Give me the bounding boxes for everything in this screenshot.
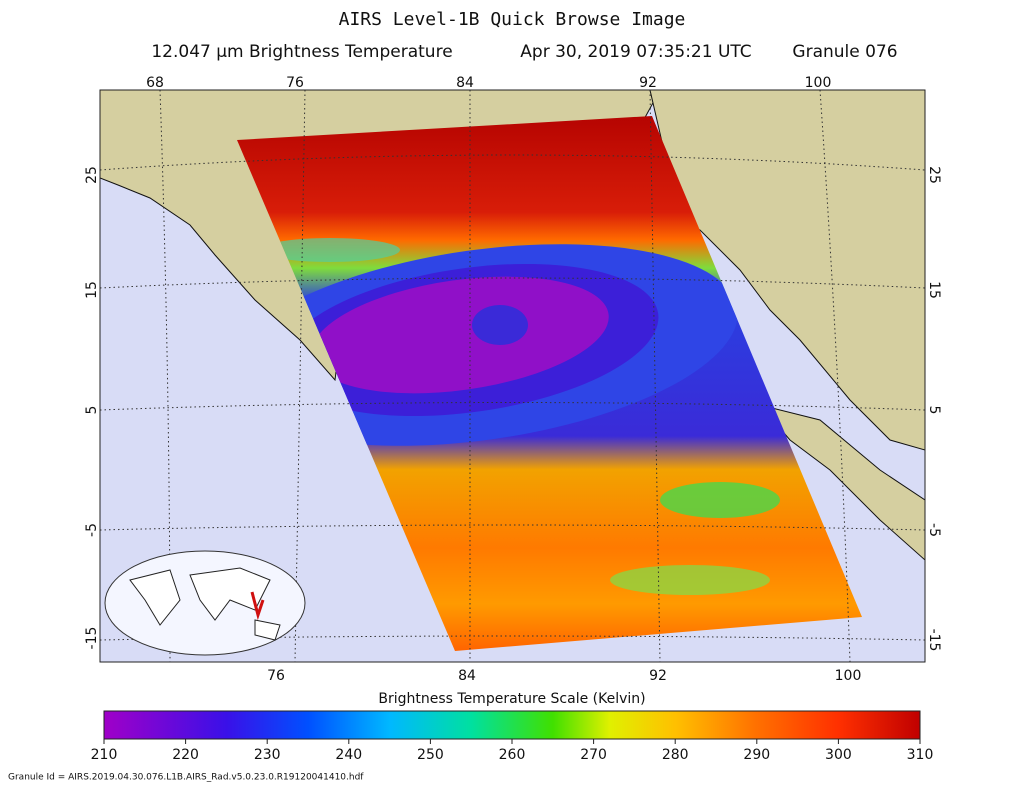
lat-label: 5 xyxy=(84,406,100,415)
inset-land xyxy=(129,567,281,641)
eye xyxy=(472,305,528,345)
cloud xyxy=(610,565,770,595)
map xyxy=(100,90,925,662)
lat-label: -15 xyxy=(926,629,942,652)
lon-label: 92 xyxy=(639,75,657,91)
title: AIRS Level-1B Quick Browse Image xyxy=(339,9,686,30)
lon-label: 76 xyxy=(286,75,304,91)
lon-label: 92 xyxy=(649,668,667,684)
subtitle: Apr 30, 2019 07:35:21 UTC xyxy=(520,42,751,62)
colorbar-tick-label: 270 xyxy=(580,747,607,763)
graticule xyxy=(159,90,851,662)
lat-label: 15 xyxy=(926,281,942,299)
colorbar-tick-label: 310 xyxy=(907,747,934,763)
lon-label: 84 xyxy=(458,668,476,684)
lat-label: -15 xyxy=(84,627,100,650)
colorbar xyxy=(103,710,921,740)
subtitle: Granule 076 xyxy=(792,42,897,62)
colorbar-title: Brightness Temperature Scale (Kelvin) xyxy=(378,691,645,707)
colorbar-tick-label: 240 xyxy=(335,747,362,763)
lat-label: 25 xyxy=(926,166,942,184)
lat-label: 25 xyxy=(84,166,100,184)
cloud xyxy=(260,238,400,262)
colorbar-tick-label: 230 xyxy=(254,747,281,763)
inset-marker xyxy=(250,591,265,621)
colorbar-tick-label: 210 xyxy=(91,747,118,763)
granule-id: Granule Id = AIRS.2019.04.30.076.L1B.AIR… xyxy=(8,773,364,783)
lon-label: 76 xyxy=(267,668,285,684)
lat-label: -5 xyxy=(84,523,100,537)
lat-label: -5 xyxy=(926,523,942,537)
map-frame xyxy=(99,89,926,663)
subtitle: 12.047 μm Brightness Temperature xyxy=(151,42,452,62)
lon-label: 68 xyxy=(146,75,164,91)
colorbar-tick-label: 300 xyxy=(825,747,852,763)
cyclone-core xyxy=(311,276,609,394)
lon-label: 84 xyxy=(456,75,474,91)
lon-label: 100 xyxy=(805,75,832,91)
lat-label: 15 xyxy=(84,281,100,299)
swath xyxy=(237,116,862,651)
colorbar-tick-label: 260 xyxy=(499,747,526,763)
colorbar-tick-label: 250 xyxy=(417,747,444,763)
lat-label: 5 xyxy=(926,406,942,415)
colorbar-tick-label: 280 xyxy=(662,747,689,763)
lon-label: 100 xyxy=(835,668,862,684)
colorbar-tick-label: 290 xyxy=(743,747,770,763)
colorbar-tick-label: 220 xyxy=(172,747,199,763)
cloud xyxy=(660,482,780,518)
